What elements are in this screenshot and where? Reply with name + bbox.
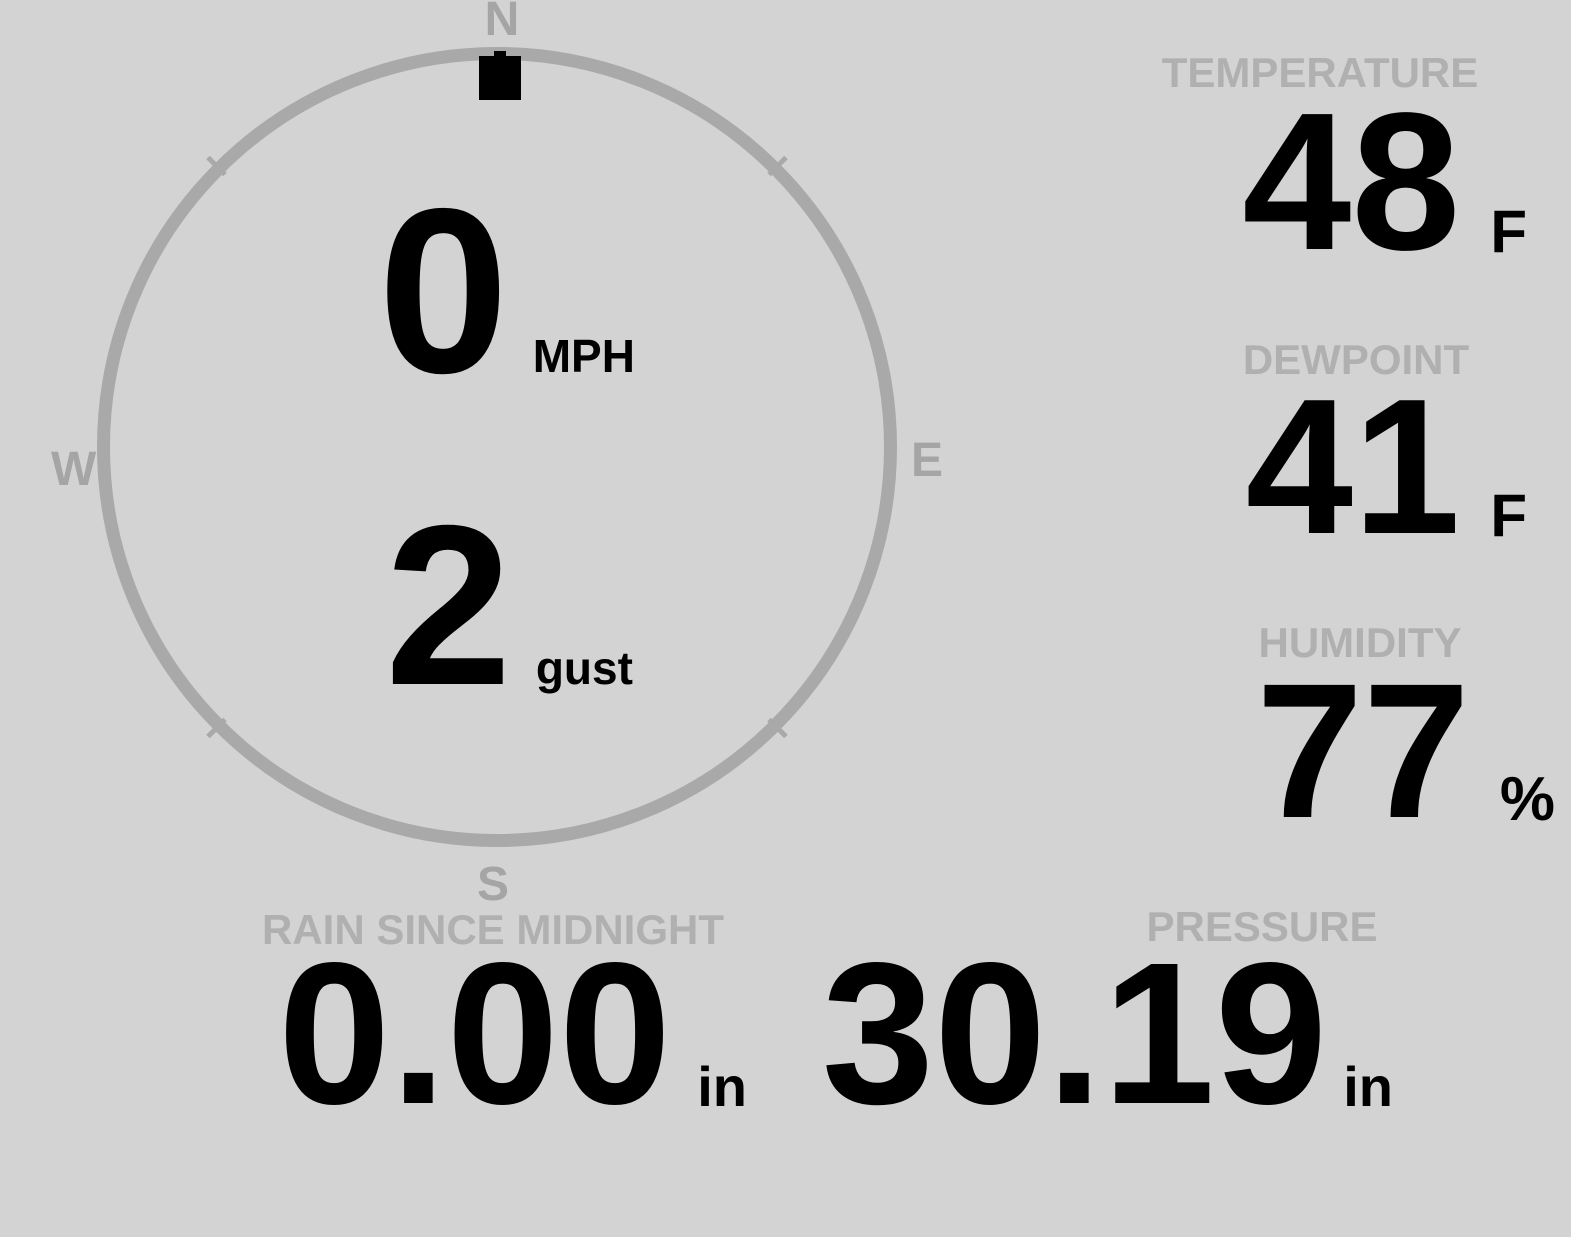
humidity-unit: % <box>1499 765 1555 834</box>
wind-speed-unit: MPH <box>532 330 635 382</box>
dewpoint-value: 41 <box>1245 358 1461 574</box>
wind-gust-value: 2 <box>385 479 512 733</box>
humidity-readout: 77 % <box>1256 643 1555 858</box>
rain-since-midnight-label: RAIN SINCE MIDNIGHT <box>262 906 724 953</box>
compass-cardinal-south: S <box>477 858 510 911</box>
dewpoint-unit: F <box>1490 482 1527 549</box>
wind-speed-readout: 0 MPH <box>378 159 635 422</box>
humidity-label: HUMIDITY <box>1258 619 1462 666</box>
pressure-value: 30.19 <box>821 920 1328 1146</box>
wind-gust-readout: 2 gust <box>385 479 633 733</box>
rain-since-midnight-readout: 0.00 in <box>278 920 747 1146</box>
pressure-unit: in <box>1343 1055 1393 1118</box>
wind-gust-unit: gust <box>535 642 633 694</box>
wind-direction-marker-icon <box>479 56 521 100</box>
compass-cardinal-north: N <box>484 0 520 46</box>
temperature-label: TEMPERATURE <box>1161 49 1479 96</box>
temperature-value: 48 <box>1242 72 1461 291</box>
humidity-value: 77 <box>1256 643 1470 858</box>
rain-since-midnight-unit: in <box>697 1055 747 1118</box>
temperature-unit: F <box>1490 198 1527 265</box>
compass-cardinal-east: E <box>911 434 944 487</box>
pressure-readout: 30.19 in <box>821 920 1393 1146</box>
dewpoint-label: DEWPOINT <box>1242 336 1470 383</box>
temperature-readout: 48 F <box>1242 72 1527 291</box>
compass-cardinal-west: W <box>51 443 97 496</box>
rain-since-midnight-value: 0.00 <box>278 920 672 1146</box>
pressure-label: PRESSURE <box>1146 903 1378 950</box>
wind-speed-value: 0 <box>378 159 509 422</box>
dewpoint-readout: 41 F <box>1245 358 1527 574</box>
